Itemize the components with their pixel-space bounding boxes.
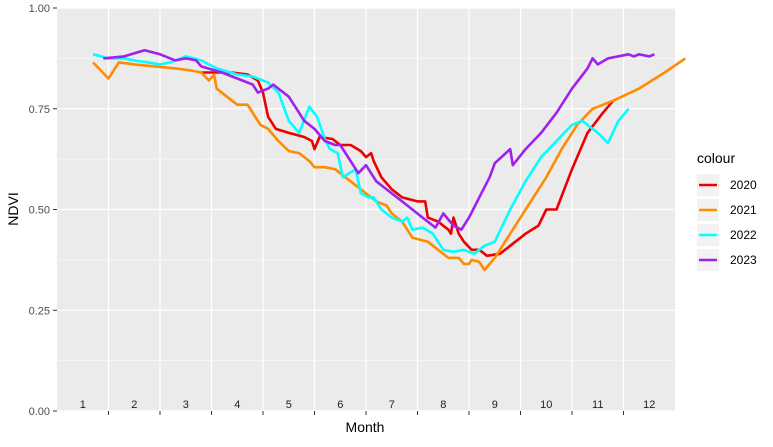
y-tick-label: 0.50 [29,205,50,217]
x-tick-label: 12 [643,399,655,411]
y-tick-label: 0.25 [29,305,50,317]
x-tick-label: 7 [389,399,395,411]
x-tick-label: 6 [337,399,343,411]
legend-title: colour [697,150,735,166]
legend-label-2021: 2021 [730,203,757,217]
y-axis-title: NDVI [5,192,21,225]
legend: colour 2020 2021 2022 2023 [697,150,757,271]
series-lines [92,49,687,272]
legend-label-2022: 2022 [730,228,757,242]
series-line-2020 [201,71,615,258]
x-axis-title: Month [346,419,385,435]
legend-label-2020: 2020 [730,178,757,192]
x-tick-label: 9 [492,399,498,411]
series-line-2022 [92,53,630,256]
x-tick-label: 3 [183,399,189,411]
x-tick-label: 5 [286,399,292,411]
x-tick-label: 1 [80,399,86,411]
grid-lines [57,7,675,412]
x-tick-label: 2 [131,399,137,411]
x-tick-label: 4 [234,399,240,411]
x-tick-label: 11 [592,399,603,411]
axes: 0.000.250.500.751.001 2 3 4 5 6 7 8 9 10 11 12 [29,3,656,418]
series-line-2023 [103,49,655,231]
x-tick-label: 8 [440,399,446,411]
y-tick-label: 0.00 [29,406,50,418]
series-line-2021 [92,57,687,272]
y-tick-label: 1.00 [29,3,50,15]
y-tick-label: 0.75 [29,104,50,116]
legend-label-2023: 2023 [730,253,757,267]
x-tick-label: 10 [540,399,552,411]
